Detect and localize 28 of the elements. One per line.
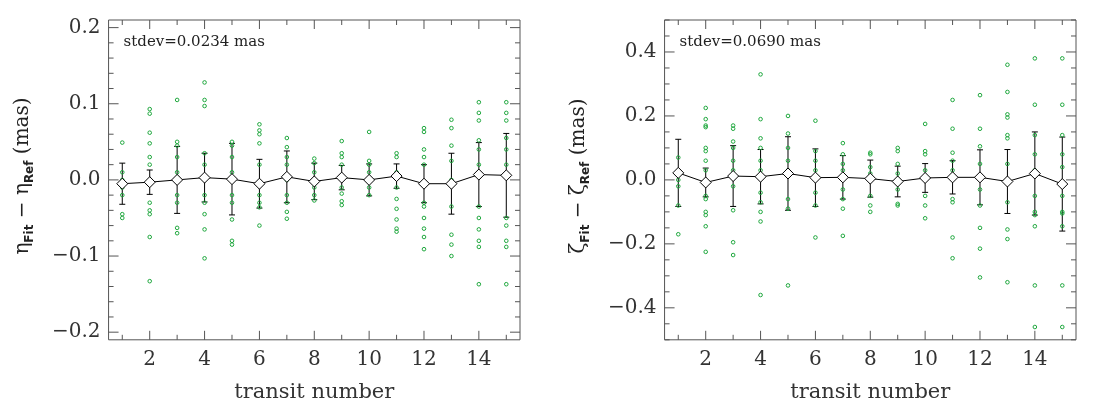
x-tick-label: 6 [809, 346, 822, 370]
x-tick-label: 10 [912, 346, 938, 370]
y-tick-label: 0.2 [68, 13, 101, 38]
x-tick-label: 2 [699, 346, 713, 370]
x-axis-title: transit number [234, 378, 396, 403]
annotation: stdev=0.0690 mas [679, 31, 821, 50]
x-tick-label: 12 [411, 346, 437, 370]
y-tick-label: −0.2 [51, 318, 101, 343]
x-tick-label: 14 [466, 346, 492, 370]
y-tick-label: −0.1 [51, 242, 101, 267]
x-tick-label: 4 [754, 346, 767, 370]
y-tick-label: 0.1 [68, 89, 101, 114]
x-tick-label: 12 [967, 346, 993, 370]
annotation: stdev=0.0234 mas [123, 31, 265, 50]
x-tick-label: 10 [356, 346, 382, 370]
x-tick-label: 4 [198, 346, 211, 370]
x-tick-label: 2 [143, 346, 157, 370]
y-tick-label: −0.2 [607, 230, 657, 255]
y-tick-label: 0.0 [68, 166, 101, 191]
x-tick-label: 6 [253, 346, 266, 370]
x-tick-label: 8 [307, 346, 321, 370]
y-tick-label: 0.2 [624, 102, 657, 127]
y-tick-label: 0.4 [624, 38, 657, 63]
x-tick-label: 8 [863, 346, 877, 370]
y-tick-label: 0.0 [624, 166, 657, 191]
x-tick-label: 14 [1022, 346, 1048, 370]
y-tick-label: −0.4 [607, 294, 657, 319]
x-axis-title: transit number [790, 378, 952, 403]
